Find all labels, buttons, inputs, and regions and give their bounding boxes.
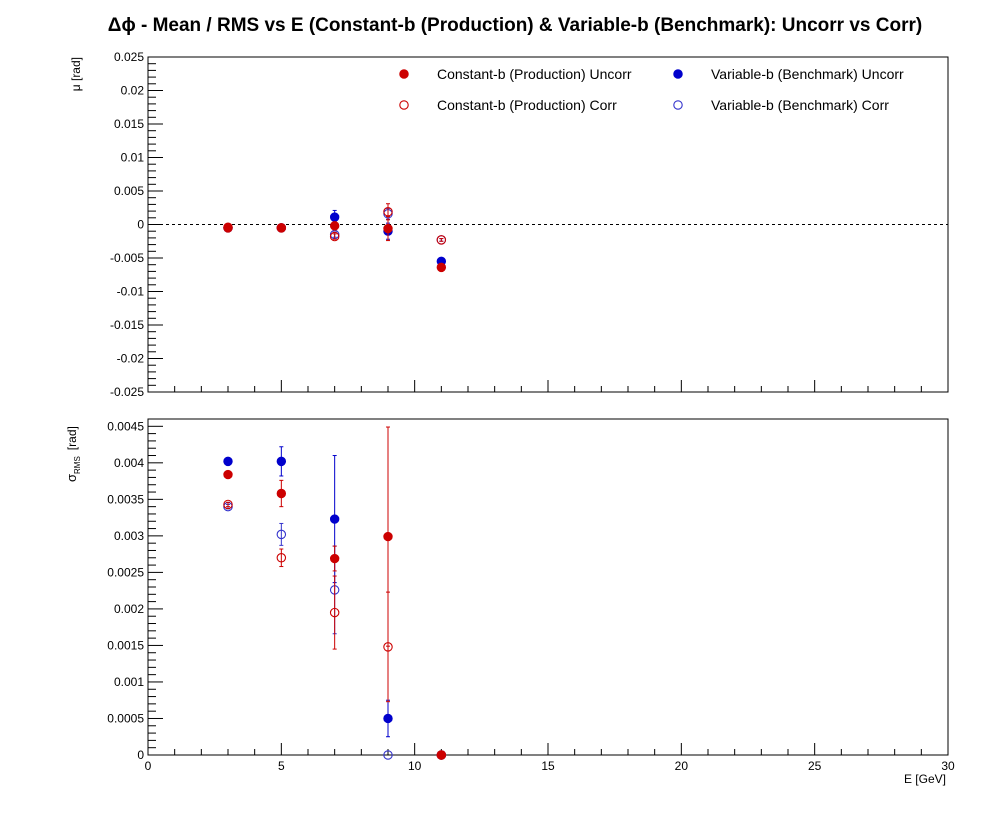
legend-label: Variable-b (Benchmark) Corr xyxy=(711,97,889,113)
y-tick-label: 0.01 xyxy=(121,151,145,165)
legend-entry: Variable-b (Benchmark) Corr xyxy=(673,97,889,113)
data-point xyxy=(436,750,447,760)
data-point xyxy=(436,262,447,273)
legend-entry: Variable-b (Benchmark) Uncorr xyxy=(673,66,904,82)
x-tick-label: 10 xyxy=(408,759,422,773)
legend: Constant-b (Production) Uncorr Variable-b… xyxy=(399,66,904,113)
mean-data-points xyxy=(223,203,447,273)
series-constant-b-production-corr xyxy=(223,499,447,760)
y-tick-label: 0 xyxy=(137,748,144,762)
data-point xyxy=(276,488,287,499)
legend-entry: Constant-b (Production) Uncorr xyxy=(399,66,632,82)
y-tick-label: 0.005 xyxy=(114,184,144,198)
x-tick-label: 25 xyxy=(808,759,822,773)
chart-title: Δϕ - Mean / RMS vs E (Constant-b (Produc… xyxy=(108,15,922,36)
y-tick-label: 0.002 xyxy=(114,602,144,616)
rms-plot-frame xyxy=(147,418,949,756)
y-tick-label: 0.02 xyxy=(121,84,145,98)
legend-marker xyxy=(673,69,683,79)
legend-entry: Constant-b (Production) Corr xyxy=(399,97,617,113)
y-tick-label: 0.0025 xyxy=(107,565,144,579)
legend-marker xyxy=(399,100,409,110)
rms-axis-label-unit: [rad] xyxy=(65,426,79,450)
y-tick-label: 0 xyxy=(137,218,144,232)
legend-label: Variable-b (Benchmark) Uncorr xyxy=(711,66,904,82)
svg-text:σRMS[rad]: σRMS [rad] xyxy=(64,426,82,482)
x-tick-label: 20 xyxy=(675,759,689,773)
x-tick-label: 0 xyxy=(145,759,152,773)
y-tick-label: -0.02 xyxy=(117,352,145,366)
data-point xyxy=(223,469,233,480)
data-point xyxy=(329,514,340,524)
data-point xyxy=(329,231,340,242)
data-point xyxy=(329,221,340,231)
x-tick-label: 5 xyxy=(278,759,285,773)
data-point xyxy=(276,553,287,563)
legend-label: Constant-b (Production) Corr xyxy=(437,97,617,113)
y-tick-label: -0.01 xyxy=(117,285,145,299)
mean-panel: -0.025 -0.02 -0.015 -0.01 -0.005 0 0.005 0.01 0.… xyxy=(69,50,949,399)
x-tick-label: 30 xyxy=(941,759,955,773)
rms-axis-label-subscript: RMS xyxy=(73,456,82,474)
data-point xyxy=(383,642,393,652)
x-tick-label: 15 xyxy=(541,759,555,773)
data-point xyxy=(383,207,393,217)
y-tick-label: 0.001 xyxy=(114,675,144,689)
rms-panel: 0 0.0005 0.001 0.0015 0.002 0.0025 0.003 0.0035… xyxy=(64,418,955,786)
data-point xyxy=(329,553,340,564)
energy-axis-label: E [GeV] xyxy=(904,772,946,786)
data-point xyxy=(276,456,287,467)
data-point xyxy=(276,223,287,233)
data-point xyxy=(223,456,233,467)
legend-marker xyxy=(673,100,683,110)
data-point xyxy=(383,750,393,760)
y-tick-label: 0.0045 xyxy=(107,419,144,433)
series-constant-b-production-uncorr xyxy=(223,215,447,273)
mean-y-axis: -0.025 -0.02 -0.015 -0.01 -0.005 0 0.005 0.01 0.… xyxy=(110,50,949,399)
y-tick-label: 0.0015 xyxy=(107,638,144,652)
rms-axis-label: σRMS [rad] xyxy=(64,426,82,482)
y-tick-label: 0.025 xyxy=(114,50,144,64)
y-tick-label: -0.005 xyxy=(110,251,144,265)
rms-axis-label-sigma: σ xyxy=(64,474,79,482)
rms-data-points xyxy=(223,426,447,760)
data-point xyxy=(223,223,233,233)
data-point xyxy=(383,713,393,724)
legend-label: Constant-b (Production) Uncorr xyxy=(437,66,632,82)
y-tick-label: 0.0035 xyxy=(107,492,144,506)
series-constant-b-production-corr xyxy=(223,203,447,245)
y-tick-label: 0.0005 xyxy=(107,711,144,725)
data-point xyxy=(276,529,287,540)
y-tick-label: -0.015 xyxy=(110,318,144,332)
data-point xyxy=(383,531,393,542)
mean-axis-label: μ [rad] xyxy=(69,57,83,91)
y-tick-label: 0.015 xyxy=(114,117,144,131)
rms-axes: 0 0.0005 0.001 0.0015 0.002 0.0025 0.003 0.0035… xyxy=(107,418,955,773)
data-point xyxy=(436,235,447,245)
y-tick-label: 0.004 xyxy=(114,456,144,470)
y-tick-label: -0.025 xyxy=(110,385,144,399)
y-tick-label: 0.003 xyxy=(114,529,144,543)
legend-marker xyxy=(399,69,409,79)
data-point xyxy=(383,223,393,234)
data-point xyxy=(329,212,340,222)
data-point xyxy=(329,607,340,618)
data-point xyxy=(223,499,233,510)
